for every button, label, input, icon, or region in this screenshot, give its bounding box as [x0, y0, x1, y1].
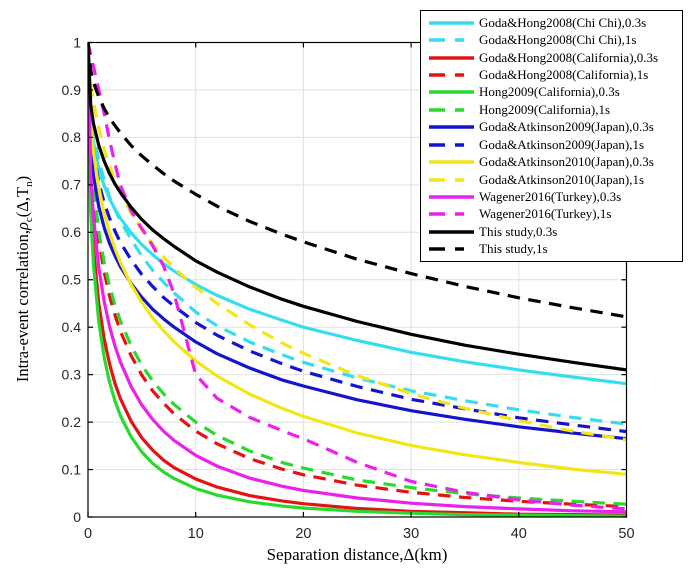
legend-swatch-dashed-line-icon	[429, 212, 474, 217]
legend-item: Goda&Hong2008(Chi Chi),1s	[428, 32, 678, 48]
legend-item: Goda&Atkinson2009(Japan),0.3s	[428, 119, 678, 135]
y-tick-label: 0.9	[62, 82, 82, 98]
y-axis-label-args: (Δ,T	[12, 186, 32, 218]
y-tick-label: 0.4	[62, 319, 82, 335]
legend-label: Goda&Atkinson2010(Japan),1s	[479, 171, 645, 187]
series-curve-8	[88, 42, 627, 476]
y-tick-label: 0.3	[62, 366, 82, 382]
legend-label: Hong2009(California),1s	[479, 101, 611, 117]
y-tick-label: 0.7	[62, 177, 82, 193]
y-tick-label: 0.1	[62, 461, 82, 477]
series-curve-10	[88, 42, 627, 514]
legend-swatch-solid-line-icon	[429, 55, 474, 60]
legend-label: This study,0.3s	[479, 223, 558, 239]
x-tick-label: 10	[188, 526, 204, 542]
legend-box: Goda&Hong2008(Chi Chi),0.3s Goda&Hong2008…	[420, 10, 683, 262]
series-curve-2	[88, 42, 627, 517]
legend-swatch-solid-line-icon	[429, 90, 474, 95]
legend-label: Goda&Atkinson2010(Japan),0.3s	[479, 154, 654, 170]
x-tick-label: 0	[84, 526, 92, 542]
t-subscript: n	[23, 181, 36, 187]
series-curve-7	[88, 42, 627, 434]
legend-swatch-dashed-line-icon	[429, 177, 474, 182]
legend-swatch-dashed-line-icon	[429, 73, 474, 77]
legend-label: Goda&Hong2008(California),1s	[479, 66, 649, 82]
legend-item: Hong2009(California),1s	[428, 102, 678, 118]
legend-label: Goda&Hong2008(Chi Chi),1s	[479, 32, 637, 48]
x-tick-label: 50	[618, 526, 634, 542]
legend-item: Hong2009(California),0.3s	[428, 84, 678, 100]
legend-item: This study,0.3s	[428, 224, 678, 240]
series-curve-1	[88, 42, 627, 426]
rho-subscript: c	[23, 217, 36, 223]
y-tick-label: 0	[73, 509, 81, 525]
legend-swatch-solid-line-icon	[429, 20, 474, 25]
legend-swatch-dashed-line-icon	[429, 142, 474, 147]
y-axis-label-text: Intra-event correlation,	[12, 230, 32, 383]
x-tick-label: 40	[511, 526, 527, 542]
y-tick-label: 0.2	[62, 414, 82, 430]
legend-label: Wagener2016(Turkey),0.3s	[479, 188, 622, 204]
legend-swatch-solid-line-icon	[429, 125, 474, 130]
tick-labels: 00.10.20.30.40.50.60.70.80.910 10 20 30 40 50	[62, 34, 635, 542]
series-curve-12	[88, 42, 627, 372]
y-tick-label: 0.8	[62, 129, 82, 145]
legend-item: This study,1s	[428, 241, 678, 257]
x-tick-label: 20	[295, 526, 311, 542]
x-axis-label: Separation distance,Δ(km)	[266, 545, 448, 564]
series-curve-9	[88, 42, 627, 442]
legend-label: This study,1s	[479, 241, 548, 257]
legend-swatch-solid-line-icon	[429, 229, 474, 234]
series-curve-0	[88, 42, 627, 386]
legend-item: Wagener2016(Turkey),1s	[428, 206, 678, 222]
y-tick-label: 0.6	[62, 224, 82, 240]
y-tick-label: 1	[73, 34, 81, 50]
x-tick-label: 30	[403, 526, 419, 542]
legend-item: Wagener2016(Turkey),0.3s	[428, 189, 678, 205]
legend-item: Goda&Atkinson2009(Japan),1s	[428, 137, 678, 153]
rho-symbol: ρ	[12, 222, 32, 231]
legend-label: Hong2009(California),0.3s	[479, 84, 620, 100]
legend-label: Goda&Atkinson2009(Japan),0.3s	[479, 119, 654, 135]
legend-item: Goda&Atkinson2010(Japan),1s	[428, 172, 678, 188]
legend-label: Goda&Hong2008(California),0.3s	[479, 49, 659, 65]
y-tick-label: 0.5	[62, 272, 82, 288]
legend-item: Goda&Hong2008(Chi Chi),0.3s	[428, 15, 678, 31]
legend-item: Goda&Hong2008(California),0.3s	[428, 50, 678, 66]
series-curve-5	[88, 42, 627, 506]
legend-swatch-solid-line-icon	[429, 160, 474, 164]
legend-swatch-dashed-line-icon	[429, 108, 474, 112]
gridlines	[88, 42, 627, 517]
legend-swatch-dashed-line-icon	[429, 247, 474, 251]
legend-swatch-solid-line-icon	[429, 195, 474, 199]
series-curve-13	[88, 42, 627, 319]
legend-item: Goda&Hong2008(California),1s	[428, 67, 678, 83]
legend-label: Goda&Atkinson2009(Japan),1s	[479, 136, 645, 152]
legend-label: Goda&Hong2008(Chi Chi),0.3s	[479, 14, 647, 30]
series-curve-3	[88, 42, 627, 509]
curves-group	[88, 42, 627, 517]
series-curve-6	[88, 42, 627, 441]
legend-item: Goda&Atkinson2010(Japan),0.3s	[428, 154, 678, 170]
y-axis-label-close: )	[12, 175, 32, 182]
series-curve-4	[88, 42, 627, 517]
y-axis-label: Intra-event correlation,ρc(Δ,Tn)	[13, 176, 35, 382]
legend-label: Wagener2016(Turkey),1s	[479, 206, 612, 222]
legend-swatch-dashed-line-icon	[429, 38, 474, 42]
